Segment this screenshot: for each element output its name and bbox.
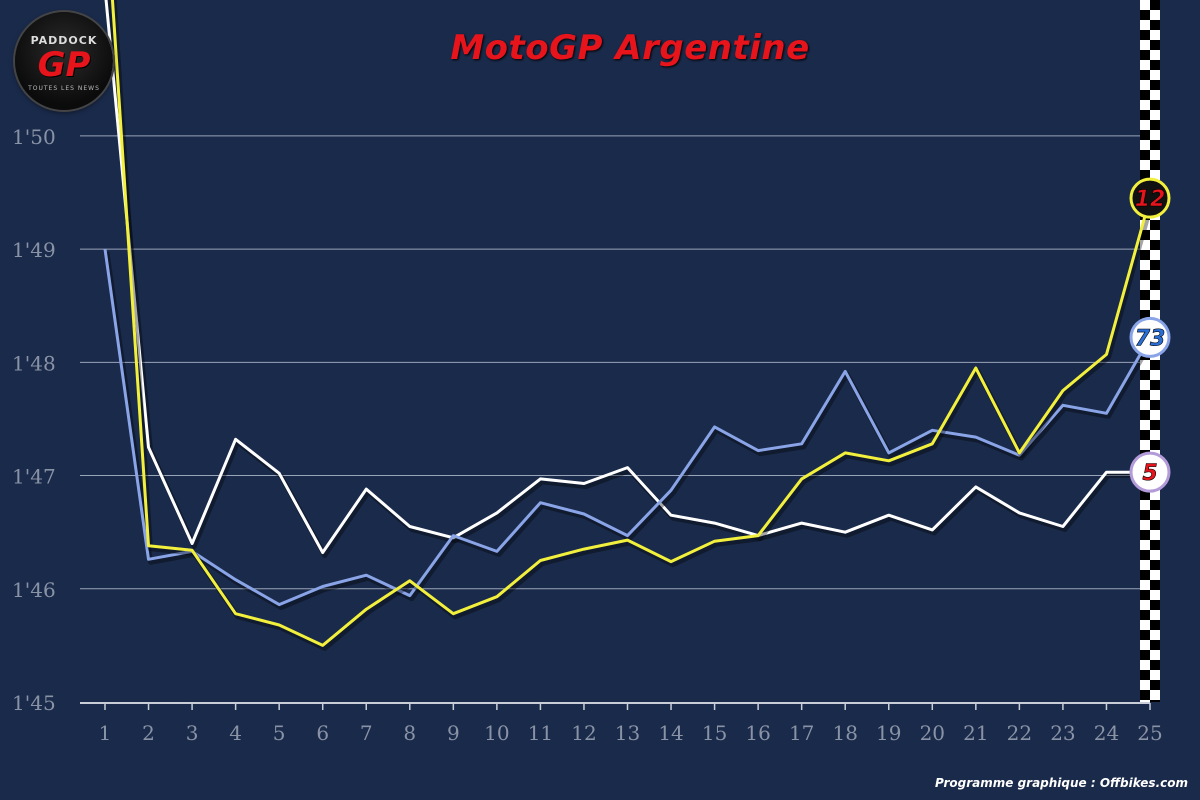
rider-badge-circle: [1129, 177, 1171, 219]
y-tick-label: 1'48: [12, 351, 56, 375]
x-tick-label: 12: [571, 721, 596, 745]
rider-number: 12: [1135, 187, 1166, 212]
x-tick-label: 23: [1050, 721, 1075, 745]
rider-number: 5: [1142, 461, 1157, 486]
axis-layer: 1'451'461'471'481'491'501 2 3 4 5 6 7 8 9 10 11 12 1…: [12, 125, 1163, 745]
x-tick-label: 9: [447, 721, 460, 745]
x-tick-label: 4: [229, 721, 242, 745]
x-tick-label: 2: [142, 721, 155, 745]
x-tick-label: 5: [273, 721, 286, 745]
y-tick-label: 1'45: [12, 691, 56, 715]
y-tick-label: 1'50: [12, 125, 56, 149]
series-shadow-12: [111, 0, 1155, 651]
grid-layer: [80, 135, 1140, 590]
x-tick-label: 1: [99, 721, 112, 745]
credit-text: Programme graphique : Offbikes.com: [935, 776, 1188, 790]
series-line-5: [104, 0, 1150, 554]
x-tick-label: 21: [963, 721, 988, 745]
x-tick-label: 20: [920, 721, 945, 745]
y-tick-label: 1'46: [12, 578, 56, 602]
x-tick-label: 24: [1094, 721, 1119, 745]
x-tick-label: 22: [1007, 721, 1032, 745]
logo-subtitle: TOUTES LES NEWS: [28, 85, 100, 92]
rider-badge-5: 5: [1129, 451, 1171, 493]
series-shadow-73: [104, 251, 1155, 611]
series-shadow-5: [105, 0, 1152, 558]
x-tick-label: 17: [789, 721, 814, 745]
x-tick-label: 11: [528, 721, 553, 745]
rider-badge-73: 73: [1129, 316, 1171, 358]
rider-badge-circle: [1129, 316, 1171, 358]
x-tick-label: 3: [186, 721, 199, 745]
x-tick-label: 10: [484, 721, 509, 745]
logo-mark: GP: [37, 45, 91, 85]
x-tick-label: 16: [745, 721, 770, 745]
x-tick-label: 14: [658, 721, 683, 745]
rider-number: 73: [1135, 326, 1166, 351]
y-tick-label: 1'47: [12, 465, 56, 489]
x-tick-label: 25: [1137, 721, 1162, 745]
paddock-gp-logo: PADDOCK GP TOUTES LES NEWS: [15, 12, 113, 110]
x-tick-label: 8: [403, 721, 416, 745]
marker-layer: 12 73 5: [1129, 177, 1171, 493]
x-tick-label: 13: [615, 721, 640, 745]
x-tick-label: 18: [832, 721, 857, 745]
x-tick-label: 7: [360, 721, 373, 745]
x-tick-label: 19: [876, 721, 901, 745]
x-tick-label: 15: [702, 721, 727, 745]
series-layer: [103, 0, 1155, 651]
series-line-73: [103, 248, 1152, 607]
rider-badge-12: 12: [1129, 177, 1171, 219]
rider-badge-circle: [1129, 451, 1171, 493]
y-tick-label: 1'49: [12, 238, 56, 262]
x-tick-label: 6: [316, 721, 329, 745]
series-line-12: [110, 0, 1152, 647]
logo-top-text: PADDOCK: [30, 34, 98, 47]
chart-title: MotoGP Argentine: [450, 28, 810, 68]
